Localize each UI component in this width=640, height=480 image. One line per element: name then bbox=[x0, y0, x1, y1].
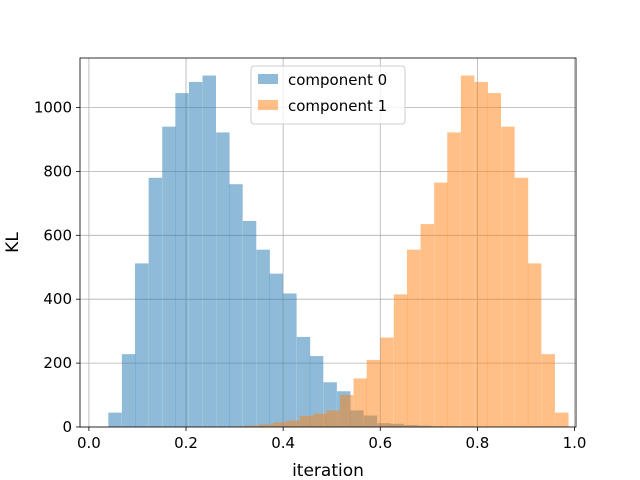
histogram-bar bbox=[339, 395, 354, 427]
x-tick-label: 1.0 bbox=[563, 434, 587, 452]
histogram-bar bbox=[121, 354, 136, 427]
histogram-bar bbox=[406, 249, 421, 427]
x-tick-label: 0.8 bbox=[465, 434, 489, 452]
histogram-bar bbox=[259, 424, 273, 427]
x-axis-label: iteration bbox=[292, 461, 364, 480]
legend-frame bbox=[250, 65, 406, 125]
histogram-bar bbox=[188, 81, 203, 427]
y-tick-label: 0 bbox=[62, 418, 72, 436]
histogram-bar bbox=[434, 182, 448, 427]
histogram-bar bbox=[272, 422, 287, 427]
legend: component 0 component 1 bbox=[250, 65, 406, 125]
histogram-bar bbox=[286, 420, 300, 427]
histogram-bar bbox=[245, 425, 260, 427]
histogram-bar bbox=[326, 410, 340, 427]
histogram-bar bbox=[366, 359, 381, 427]
legend-swatch-component-0 bbox=[258, 74, 278, 84]
histogram-bar bbox=[380, 337, 394, 427]
y-tick-label: 400 bbox=[43, 290, 72, 308]
histogram-bar bbox=[541, 354, 555, 427]
plot-frame bbox=[79, 57, 577, 428]
histogram-bar bbox=[393, 294, 408, 427]
series-1 bbox=[232, 75, 569, 428]
x-tick-label: 0.0 bbox=[77, 434, 101, 452]
series-0 bbox=[108, 75, 445, 428]
x-tick-label: 0.2 bbox=[174, 434, 198, 452]
y-tick-label: 800 bbox=[43, 162, 72, 180]
histogram-bar bbox=[283, 293, 297, 427]
histogram-bar bbox=[514, 177, 529, 427]
histogram-bar bbox=[202, 75, 216, 428]
histogram-bar bbox=[108, 412, 122, 427]
axis-ticks: 0.0 0.2 0.4 0.6 0.8 1.0 0 200 400 600 800 1000 bbox=[34, 99, 587, 453]
histogram-bar bbox=[309, 356, 324, 427]
y-tick-label: 1000 bbox=[34, 99, 72, 117]
y-axis-label: KL bbox=[3, 232, 23, 253]
histogram-bar bbox=[299, 415, 314, 427]
histogram-bar bbox=[256, 249, 270, 427]
histogram-bar bbox=[229, 184, 243, 427]
x-tick-label: 0.6 bbox=[368, 434, 392, 452]
histogram-bar bbox=[460, 75, 475, 428]
histogram-bar bbox=[555, 412, 569, 427]
legend-label-component-1: component 1 bbox=[288, 97, 387, 115]
histogram-bar bbox=[353, 378, 368, 427]
histogram-bar bbox=[420, 224, 435, 427]
y-tick-label: 600 bbox=[43, 226, 72, 244]
histogram-bar bbox=[527, 263, 542, 427]
histogram-bar bbox=[162, 126, 176, 428]
legend-swatch-component-1 bbox=[258, 100, 278, 110]
histogram-bar bbox=[313, 413, 327, 427]
histogram-bar bbox=[242, 220, 257, 427]
histogram-bar bbox=[474, 81, 488, 427]
legend-label-component-0: component 0 bbox=[288, 71, 387, 89]
histogram-bar bbox=[447, 132, 461, 427]
histogram-bar bbox=[175, 93, 189, 427]
histogram-bars bbox=[108, 75, 569, 428]
histogram-bar bbox=[296, 336, 311, 427]
histogram-bar bbox=[216, 132, 230, 427]
x-tick-label: 0.4 bbox=[271, 434, 295, 452]
histogram-bar bbox=[148, 177, 163, 427]
histogram-bar bbox=[487, 93, 502, 427]
histogram-bar bbox=[501, 126, 515, 428]
y-tick-label: 200 bbox=[43, 354, 72, 372]
histogram-bar bbox=[135, 263, 149, 427]
histogram-bar bbox=[269, 273, 283, 427]
